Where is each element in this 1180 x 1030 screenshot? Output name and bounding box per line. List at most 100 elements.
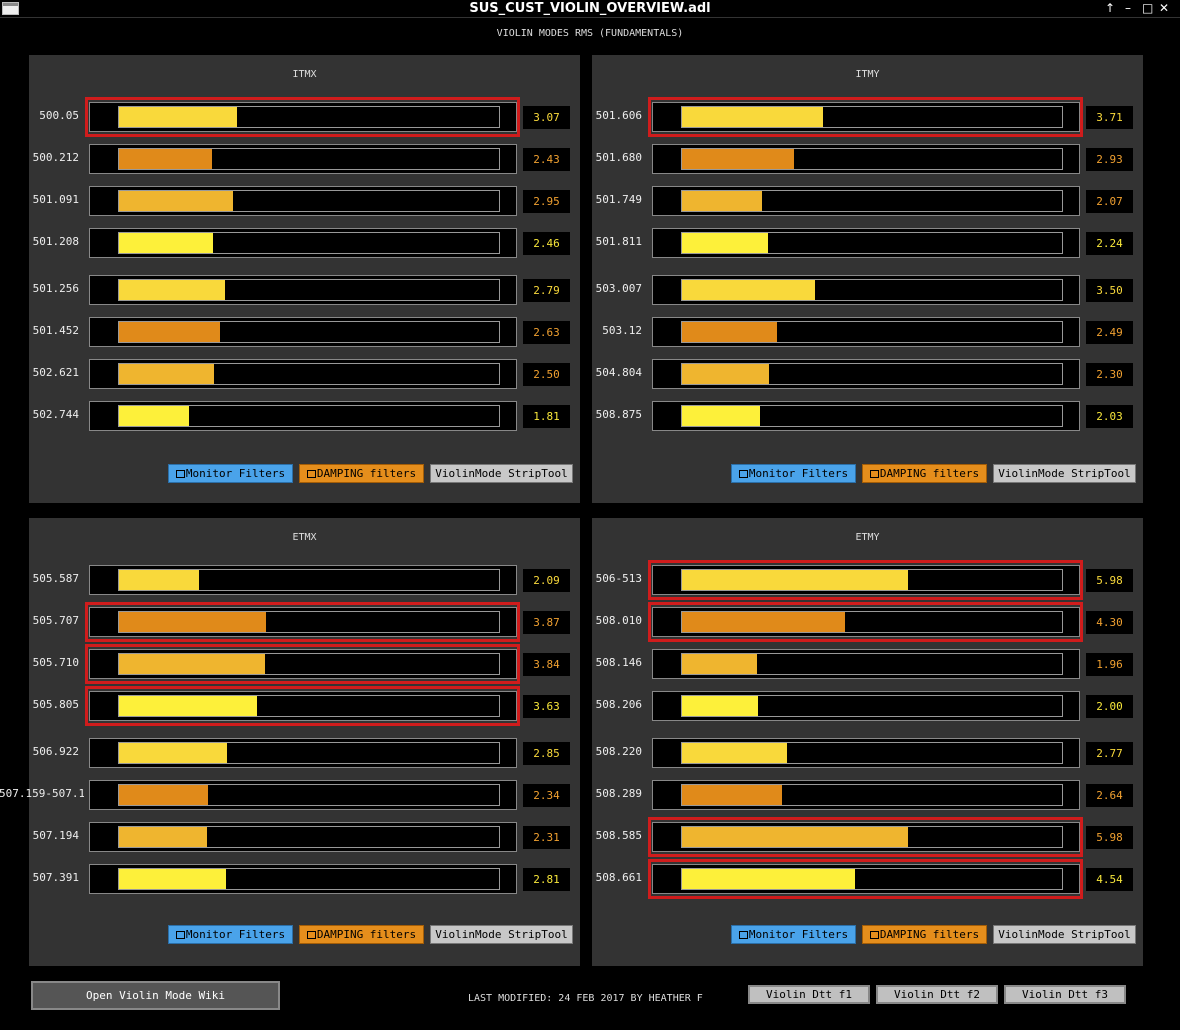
monitor-filters-button[interactable]: Monitor Filters xyxy=(168,464,293,483)
maximize-window-icon[interactable]: □ xyxy=(1142,1,1154,15)
meter-bar xyxy=(118,190,500,212)
meter-fill xyxy=(119,612,266,632)
mode-frequency-label: 500.05 xyxy=(39,109,79,122)
meter-track xyxy=(652,822,1080,852)
damping-filters-button[interactable]: DAMPING filters xyxy=(862,925,987,944)
monitor-filters-button[interactable]: Monitor Filters xyxy=(168,925,293,944)
rms-value: 3.84 xyxy=(523,653,570,676)
mode-row: 501.680 2.93 xyxy=(592,142,1143,178)
meter-fill xyxy=(119,654,265,674)
violin-dtt-f1-button[interactable]: Violin Dtt f1 xyxy=(748,985,870,1004)
window-icon xyxy=(175,470,185,478)
window-icon xyxy=(738,470,748,478)
meter-track xyxy=(89,864,517,894)
mode-row: 508.661 4.54 xyxy=(592,859,1143,899)
mode-frequency-label: 505.707 xyxy=(32,614,79,627)
meter-bar xyxy=(118,405,500,427)
meter-fill xyxy=(119,107,237,127)
mode-row: 508.146 1.96 xyxy=(592,647,1143,683)
window-icon xyxy=(738,931,748,939)
page-heading: VIOLIN MODES RMS (FUNDAMENTALS) xyxy=(496,28,684,39)
striptool-button[interactable]: ViolinMode StripTool xyxy=(993,925,1136,944)
damping-filters-button[interactable]: DAMPING filters xyxy=(862,464,987,483)
rms-value: 2.09 xyxy=(523,569,570,592)
damping-filters-button[interactable]: DAMPING filters xyxy=(299,925,424,944)
meter-track xyxy=(652,780,1080,810)
panel-etmy: ETMY 506-513 5.98 508.010 4.30 508.146 1.96 50… xyxy=(592,518,1143,966)
monitor-filters-button[interactable]: Monitor Filters xyxy=(731,464,856,483)
meter-fill xyxy=(119,322,220,342)
mode-frequency-label: 501.091 xyxy=(32,193,79,206)
rms-value: 1.81 xyxy=(523,405,570,428)
mode-frequency-label: 501.208 xyxy=(32,235,79,248)
mode-frequency-label: 508.010 xyxy=(595,614,642,627)
rms-value: 2.24 xyxy=(1086,232,1133,255)
meter-fill xyxy=(682,570,909,590)
window-menu-icon[interactable] xyxy=(2,2,19,15)
rms-value: 3.07 xyxy=(523,106,570,129)
meter-fill xyxy=(119,149,213,169)
meter-bar xyxy=(118,279,500,301)
rms-value: 5.98 xyxy=(1086,826,1133,849)
mode-frequency-label: 508.146 xyxy=(595,656,642,669)
meter-track xyxy=(652,275,1080,305)
window-icon xyxy=(306,470,316,478)
rms-value: 2.34 xyxy=(523,784,570,807)
mode-row: 503.12 2.49 xyxy=(592,315,1143,351)
mode-row: 500.212 2.43 xyxy=(29,142,580,178)
last-modified-text: LAST MODIFIED: 24 FEB 2017 BY HEATHER F xyxy=(468,993,703,1004)
rms-value: 2.00 xyxy=(1086,695,1133,718)
close-window-icon[interactable]: ✕ xyxy=(1159,1,1170,15)
mode-row: 501.208 2.46 xyxy=(29,226,580,262)
meter-track xyxy=(89,565,517,595)
rms-value: 1.96 xyxy=(1086,653,1133,676)
raise-window-icon[interactable]: ↑ xyxy=(1105,1,1116,15)
mode-frequency-label: 507.391 xyxy=(32,871,79,884)
panel-title: ETMX xyxy=(292,532,317,543)
meter-bar xyxy=(681,279,1063,301)
meter-bar xyxy=(681,742,1063,764)
meter-fill xyxy=(119,233,214,253)
monitor-filters-button[interactable]: Monitor Filters xyxy=(731,925,856,944)
meter-bar xyxy=(681,868,1063,890)
violin-dtt-f2-button[interactable]: Violin Dtt f2 xyxy=(876,985,998,1004)
meter-bar xyxy=(681,232,1063,254)
rms-value: 2.81 xyxy=(523,868,570,891)
mode-row: 501.606 3.71 xyxy=(592,97,1143,137)
rms-value: 2.31 xyxy=(523,826,570,849)
meter-fill xyxy=(119,280,226,300)
mode-row: 505.710 3.84 xyxy=(29,644,580,684)
damping-filters-button[interactable]: DAMPING filters xyxy=(299,464,424,483)
meter-bar xyxy=(118,148,500,170)
meter-track xyxy=(652,565,1080,595)
meter-bar xyxy=(118,742,500,764)
mode-frequency-label: 502.621 xyxy=(32,366,79,379)
mode-row: 508.289 2.64 xyxy=(592,778,1143,814)
meter-track xyxy=(89,186,517,216)
button-label: Monitor Filters xyxy=(748,928,849,941)
rms-value: 3.87 xyxy=(523,611,570,634)
mode-frequency-label: 501.452 xyxy=(32,324,79,337)
mode-frequency-label: 508.585 xyxy=(595,829,642,842)
violin-dtt-f3-button[interactable]: Violin Dtt f3 xyxy=(1004,985,1126,1004)
striptool-button[interactable]: ViolinMode StripTool xyxy=(993,464,1136,483)
panel-etmx: ETMX 505.587 2.09 505.707 3.87 505.710 3.84 50… xyxy=(0,518,580,966)
meter-track xyxy=(89,738,517,768)
panel-title: ETMY xyxy=(855,532,880,543)
meter-fill xyxy=(682,364,770,384)
meter-fill xyxy=(682,107,823,127)
mode-row: 501.811 2.24 xyxy=(592,226,1143,262)
mode-frequency-label: 501.680 xyxy=(595,151,642,164)
open-wiki-button[interactable]: Open Violin Mode Wiki xyxy=(31,981,280,1010)
meter-track xyxy=(89,649,517,679)
meter-bar xyxy=(118,232,500,254)
meter-bar xyxy=(118,784,500,806)
meter-bar xyxy=(118,569,500,591)
mode-row: 506.922 2.85 xyxy=(29,736,580,772)
striptool-button[interactable]: ViolinMode StripTool xyxy=(430,925,573,944)
striptool-button[interactable]: ViolinMode StripTool xyxy=(430,464,573,483)
meter-track xyxy=(652,317,1080,347)
minimize-window-icon[interactable]: – xyxy=(1125,1,1131,15)
meter-fill xyxy=(682,406,760,426)
button-label: Monitor Filters xyxy=(748,467,849,480)
